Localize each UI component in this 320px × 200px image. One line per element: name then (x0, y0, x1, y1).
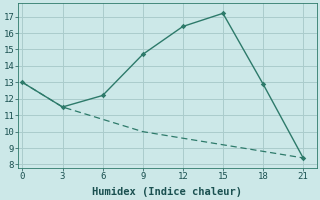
X-axis label: Humidex (Indice chaleur): Humidex (Indice chaleur) (92, 186, 243, 197)
